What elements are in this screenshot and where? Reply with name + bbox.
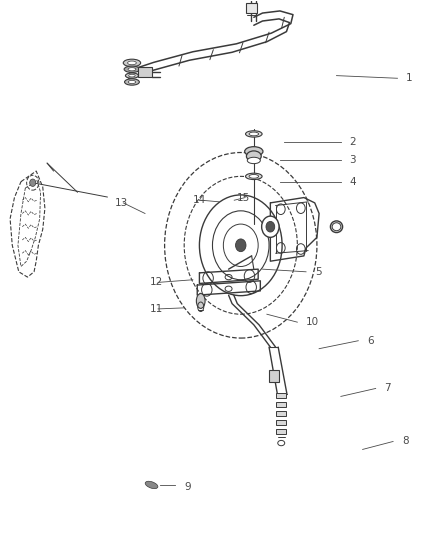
Text: 11: 11 (149, 304, 162, 314)
Text: 9: 9 (184, 481, 191, 491)
Ellipse shape (124, 66, 140, 72)
Text: 4: 4 (350, 176, 356, 187)
Text: 1: 1 (406, 73, 413, 83)
Circle shape (266, 221, 275, 232)
Text: 10: 10 (306, 317, 319, 327)
Text: 2: 2 (350, 137, 356, 147)
Ellipse shape (246, 131, 262, 137)
FancyBboxPatch shape (276, 402, 286, 407)
Text: 12: 12 (149, 277, 162, 287)
FancyBboxPatch shape (276, 419, 286, 425)
Ellipse shape (246, 173, 262, 180)
Ellipse shape (332, 223, 341, 231)
Circle shape (261, 216, 279, 237)
Ellipse shape (125, 73, 138, 78)
Text: 5: 5 (315, 267, 321, 277)
Circle shape (236, 239, 246, 252)
Ellipse shape (249, 132, 258, 136)
Text: 6: 6 (367, 336, 374, 346)
Text: 14: 14 (193, 195, 206, 205)
Ellipse shape (196, 294, 205, 309)
Ellipse shape (123, 59, 141, 67)
Ellipse shape (128, 80, 136, 84)
Ellipse shape (247, 151, 261, 161)
Circle shape (30, 179, 36, 187)
FancyBboxPatch shape (268, 370, 279, 382)
Text: 8: 8 (402, 437, 408, 447)
Ellipse shape (129, 74, 135, 77)
Text: 3: 3 (350, 156, 356, 165)
Ellipse shape (124, 79, 139, 85)
Text: 13: 13 (115, 198, 128, 208)
Text: 7: 7 (385, 383, 391, 393)
Ellipse shape (128, 68, 136, 71)
FancyBboxPatch shape (276, 411, 286, 416)
Ellipse shape (249, 174, 258, 178)
Text: 15: 15 (237, 192, 250, 203)
Ellipse shape (247, 157, 260, 164)
Ellipse shape (245, 147, 263, 156)
Ellipse shape (330, 221, 343, 232)
FancyBboxPatch shape (247, 3, 257, 12)
FancyBboxPatch shape (138, 67, 152, 77)
Ellipse shape (145, 481, 158, 489)
FancyBboxPatch shape (276, 429, 286, 434)
Ellipse shape (127, 61, 136, 64)
FancyBboxPatch shape (276, 393, 286, 398)
